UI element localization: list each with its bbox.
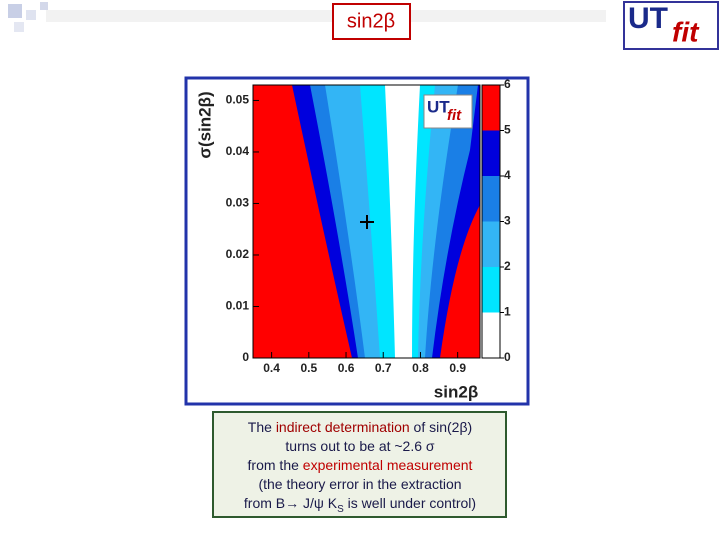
- logo-main: UT: [628, 2, 668, 35]
- colorbar-band: [482, 312, 500, 358]
- x-axis-label: sin2β: [434, 382, 478, 401]
- y-tick-label: 0.02: [226, 247, 250, 261]
- colorbar-band: [482, 176, 500, 222]
- caption-text: The: [248, 419, 276, 435]
- caption-line: turns out to be at ~2.6 σ: [285, 438, 434, 454]
- inset-logo-sub: fit: [447, 107, 462, 124]
- x-tick-label: 0.5: [300, 361, 317, 375]
- colorbar-tick-label: 3: [504, 214, 511, 228]
- plot-border: [252, 84, 481, 359]
- inset-logo-box: [423, 94, 473, 129]
- x-tick-label: 0.8: [412, 361, 429, 375]
- x-tick-label: 0.6: [338, 361, 355, 375]
- colorbar-tick-label: 0: [504, 350, 511, 364]
- title-box: [332, 3, 411, 40]
- y-tick-label: 0.05: [226, 93, 250, 107]
- title: sin2β: [347, 10, 395, 32]
- caption-text: indirect determination: [276, 419, 410, 435]
- logo-box: [623, 1, 719, 50]
- caption-text: experimental measurement: [303, 457, 473, 473]
- colorbar-tick-label: 2: [504, 259, 511, 273]
- y-axis-label: σ(sin2β): [195, 91, 214, 158]
- colorbar-band: [482, 221, 500, 267]
- colorbar-band: [482, 267, 500, 313]
- caption-text: of sin(2β): [410, 419, 473, 435]
- y-tick-label: 0: [242, 350, 249, 364]
- decoration: [8, 2, 606, 32]
- caption-line: from the experimental measurement: [248, 457, 473, 473]
- colorbar-tick-label: 6: [504, 77, 511, 91]
- caption-line: (the theory error in the extraction: [258, 476, 461, 492]
- inset-logo-main: UT: [427, 97, 450, 116]
- y-tick-label: 0.03: [226, 196, 250, 210]
- caption-text: S: [337, 504, 344, 515]
- y-tick-label: 0.04: [226, 144, 250, 158]
- caption-line: The indirect determination of sin(2β): [248, 419, 472, 435]
- region: [385, 85, 420, 358]
- caption-line: from B→ J/ψ KS is well under control): [244, 495, 476, 515]
- caption-text: turns out to be at ~2.6 σ: [285, 438, 434, 454]
- caption-text: is well under control): [344, 495, 476, 511]
- caption-text: from the: [248, 457, 303, 473]
- caption: The indirect determination of sin(2β) tur…: [244, 419, 476, 515]
- colorbar-band: [482, 85, 500, 131]
- colorbar-tick-label: 1: [504, 305, 511, 319]
- x-tick-label: 0.7: [375, 361, 392, 375]
- x-tick-label: 0.4: [263, 361, 280, 375]
- caption-text: (the theory error in the extraction: [258, 476, 461, 492]
- plot: UT fit: [252, 84, 481, 359]
- caption-text: from B→ J/ψ K: [244, 495, 338, 511]
- colorbar-band: [482, 130, 500, 176]
- x-tick-label: 0.9: [449, 361, 466, 375]
- y-tick-label: 0.01: [226, 299, 250, 313]
- caption-box: [212, 411, 507, 518]
- measurement-marker: [360, 215, 374, 229]
- colorbar-tick-label: 4: [504, 168, 511, 182]
- colorbar-tick-label: 5: [504, 123, 511, 137]
- logo-sub: fit: [672, 16, 700, 47]
